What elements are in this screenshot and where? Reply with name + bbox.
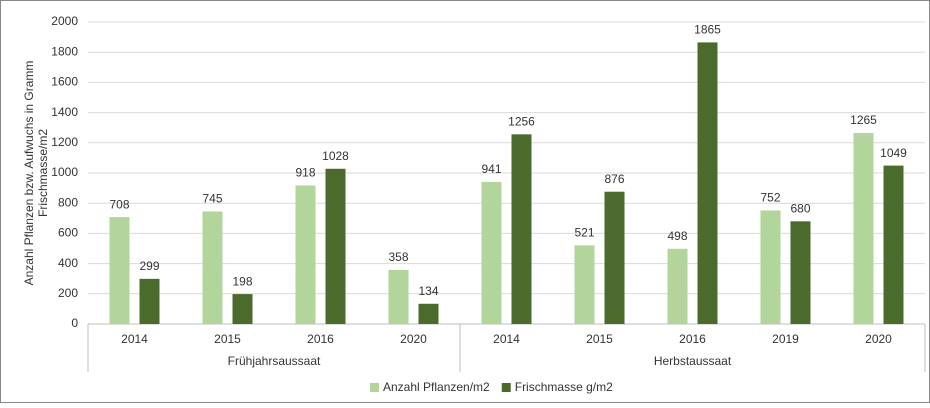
legend-swatch: [370, 383, 379, 392]
data-label: 708: [109, 197, 129, 211]
x-tick-label: 2015: [214, 332, 241, 346]
y-tick-label: 1000: [51, 165, 78, 179]
bar: [511, 134, 532, 324]
x-tick-label: 2015: [586, 332, 613, 346]
y-tick-label: 400: [58, 256, 78, 270]
bar: [760, 210, 781, 324]
group-label: Frühjahrsaussaat: [228, 354, 321, 368]
bar: [574, 245, 595, 324]
data-label: 876: [604, 172, 624, 186]
bar: [388, 269, 409, 324]
data-label: 358: [388, 250, 408, 264]
data-label: 1865: [694, 23, 721, 37]
x-tick-label: 2019: [772, 332, 799, 346]
data-label: 745: [202, 192, 222, 206]
y-tick-label: 200: [58, 286, 78, 300]
legend-label: Frischmasse g/m2: [515, 380, 613, 394]
bar: [202, 211, 223, 324]
data-label: 680: [790, 201, 810, 215]
data-label: 521: [574, 226, 594, 240]
data-label: 1049: [880, 146, 907, 160]
data-label: 1256: [508, 115, 535, 129]
bar: [604, 191, 625, 324]
data-label: 918: [295, 166, 315, 180]
legend-swatch: [501, 383, 511, 392]
y-tick-label: 800: [58, 195, 78, 209]
data-label: 752: [760, 191, 780, 205]
x-tick-label: 2014: [121, 332, 148, 346]
data-label: 498: [667, 229, 687, 243]
y-tick-label: 1400: [51, 105, 78, 119]
x-tick-label: 2016: [307, 332, 334, 346]
x-tick-label: 2020: [865, 332, 892, 346]
bar: [295, 185, 316, 324]
bar: [109, 217, 130, 324]
y-axis-label: Frischmasse/m2: [36, 129, 50, 217]
data-label: 941: [481, 162, 501, 176]
y-tick-label: 0: [71, 316, 78, 330]
bar: [232, 294, 253, 324]
data-label: 198: [232, 274, 252, 288]
x-tick-label: 2020: [400, 332, 427, 346]
bar: [790, 221, 811, 324]
y-tick-label: 1600: [51, 75, 78, 89]
data-label: 1265: [850, 113, 877, 127]
y-tick-label: 600: [58, 226, 78, 240]
bar: [697, 42, 718, 324]
bar: [139, 278, 160, 324]
y-tick-label: 2000: [51, 14, 78, 28]
x-tick-label: 2014: [493, 332, 520, 346]
bar: [853, 132, 874, 324]
y-tick-label: 1200: [51, 135, 78, 149]
bar: [325, 168, 346, 324]
legend-label: Anzahl Pflanzen/m2: [383, 380, 490, 394]
bar: [418, 303, 439, 324]
data-label: 299: [139, 259, 159, 273]
bar: [883, 165, 904, 324]
y-tick-label: 1800: [51, 44, 78, 58]
bar: [481, 181, 502, 324]
x-tick-label: 2016: [679, 332, 706, 346]
data-label: 1028: [322, 149, 349, 163]
group-label: Herbstaussaat: [654, 354, 732, 368]
data-label: 134: [418, 284, 438, 298]
y-axis-label: Anzahl Pflanzen bzw. Aufwuchs in Gramm: [22, 61, 36, 286]
bar: [667, 248, 688, 324]
